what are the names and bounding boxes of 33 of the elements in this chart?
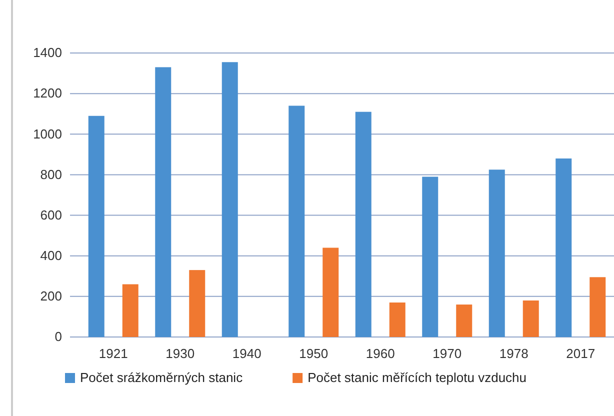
bar [456,304,472,337]
y-tick-label: 0 [54,329,62,344]
bar [288,106,305,337]
x-tick-label: 2017 [566,346,596,362]
y-tick-label: 200 [40,288,62,304]
bar [122,284,138,337]
bar [155,67,172,337]
x-tick-label: 1930 [166,346,195,362]
y-tick-label: 1200 [33,86,62,101]
bar [522,300,539,337]
x-tick-label: 1970 [432,346,462,362]
x-tick-label: 1940 [232,346,262,362]
x-tick-label: 1921 [98,346,128,362]
y-tick-label: 600 [40,207,62,222]
bar [389,302,406,337]
bar [590,277,606,337]
y-tick-label: 400 [40,248,62,264]
bar [322,248,339,337]
legend-label: Počet srážkoměrných stanic [80,370,244,385]
bar [556,158,572,337]
legend-label: Počet stanic měřících teplotu vzduchu [308,370,527,385]
y-tick-label: 1400 [33,45,62,60]
bar [189,270,206,337]
x-tick-label: 1978 [499,346,528,362]
bar [422,176,438,337]
bar [355,112,372,337]
bar [222,62,238,337]
y-tick-label: 800 [40,166,62,182]
x-tick-label: 1960 [366,346,395,362]
y-tick-label: 1000 [33,126,62,142]
x-tick-label: 1950 [299,346,328,362]
bar [488,170,505,337]
bar [88,116,104,337]
